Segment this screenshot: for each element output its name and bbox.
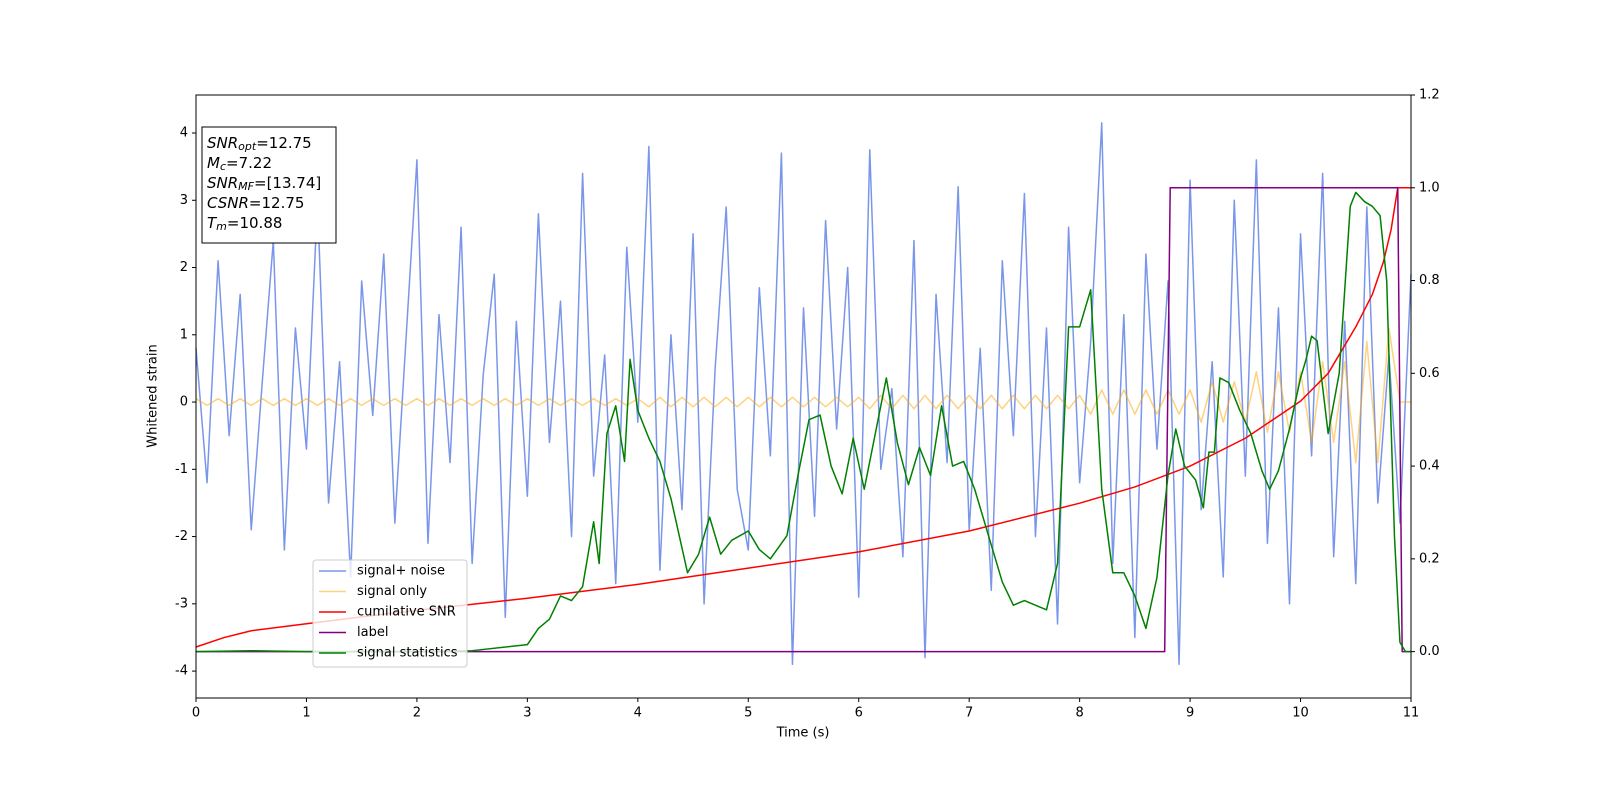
y-tick-label: 3 <box>180 193 188 208</box>
x-tick-label: 3 <box>523 706 531 721</box>
y-tick-label: -4 <box>175 664 188 679</box>
y-tick-label: 2 <box>180 260 188 275</box>
annotation-line: Tm=10.88 <box>207 214 282 234</box>
legend-label: signal+ noise <box>357 564 445 579</box>
annotation-line: Mc=7.22 <box>207 154 272 174</box>
y-tick-label: 0 <box>180 395 188 410</box>
y-tick-label: 4 <box>180 126 188 141</box>
annotation-line: SNRMF=[13.74] <box>207 174 321 194</box>
x-tick-label: 7 <box>965 706 973 721</box>
y-tick-label: -3 <box>175 596 188 611</box>
annotation-value: =12.75 <box>249 194 305 212</box>
annotation-name: M <box>207 154 220 172</box>
legend-label: signal statistics <box>357 646 458 661</box>
legend-label: signal only <box>357 584 427 599</box>
series-line <box>195 327 1411 464</box>
x-tick-label: 1 <box>302 706 310 721</box>
y2-tick-label: 0.2 <box>1419 551 1440 566</box>
x-tick-label: 6 <box>855 706 863 721</box>
x-axis-label: Time (s) <box>776 726 830 741</box>
y2-tick-label: 0.6 <box>1419 366 1440 381</box>
y2-tick-label: 0.8 <box>1419 273 1440 288</box>
annotation-value: =12.75 <box>256 134 312 152</box>
annotation-name: SNR <box>207 174 238 192</box>
x-tick-label: 2 <box>413 706 421 721</box>
x-tick-label: 4 <box>634 706 642 721</box>
y-tick-label: -1 <box>175 462 188 477</box>
annotation-line: CSNR=12.75 <box>207 194 304 212</box>
annotation-sub: opt <box>238 140 257 153</box>
x-tick-label: 11 <box>1403 706 1420 721</box>
series-line <box>195 191 1411 653</box>
legend-label: cumilative SNR <box>357 605 456 620</box>
series-line <box>195 122 1412 666</box>
annotation-name: CSNR <box>207 194 249 212</box>
annotation-value: =[13.74] <box>254 174 321 192</box>
annotation-sub: m <box>216 220 227 233</box>
x-tick-label: 9 <box>1186 706 1194 721</box>
annotation-value: =10.88 <box>227 214 283 232</box>
y-tick-label: 1 <box>180 327 188 342</box>
y2-tick-label: 0.4 <box>1419 459 1440 474</box>
y2-tick-label: 1.2 <box>1419 88 1440 103</box>
legend-frame <box>312 559 468 668</box>
annotation-value: =7.22 <box>226 154 272 172</box>
y-tick-label: -2 <box>175 529 188 544</box>
x-tick-label: 10 <box>1292 706 1309 721</box>
y2-tick-label: 0.0 <box>1419 644 1440 659</box>
y-axis-label: Whitened strain <box>146 344 161 447</box>
annotation-line: SNRopt=12.75 <box>207 134 312 154</box>
ticks: 0 1 2 3 4 5 6 7 8 9 10 11 -4 -3 -2 -1 0 1 2 3 4 0.0 0.2 0.4 0.6 0… <box>175 88 1440 721</box>
annotation-name: SNR <box>207 134 238 152</box>
series-line <box>196 187 1411 653</box>
x-tick-label: 5 <box>744 706 752 721</box>
annotation-sub: MF <box>238 180 254 193</box>
legend-label: label <box>357 625 388 640</box>
annotation-sub: c <box>220 160 226 173</box>
annotation-frame <box>201 126 337 244</box>
axes-frame <box>195 94 1412 699</box>
x-tick-label: 8 <box>1075 706 1083 721</box>
legend: signal+ noise signal only cumilative SNR la… <box>312 559 468 668</box>
x-tick-label: 0 <box>192 706 200 721</box>
y2-tick-label: 1.0 <box>1419 180 1440 195</box>
annotation-box: SNRopt=12.75Mc=7.22SNRMF=[13.74]CSNR=12.… <box>201 126 337 244</box>
annotation-name: T <box>207 214 218 232</box>
